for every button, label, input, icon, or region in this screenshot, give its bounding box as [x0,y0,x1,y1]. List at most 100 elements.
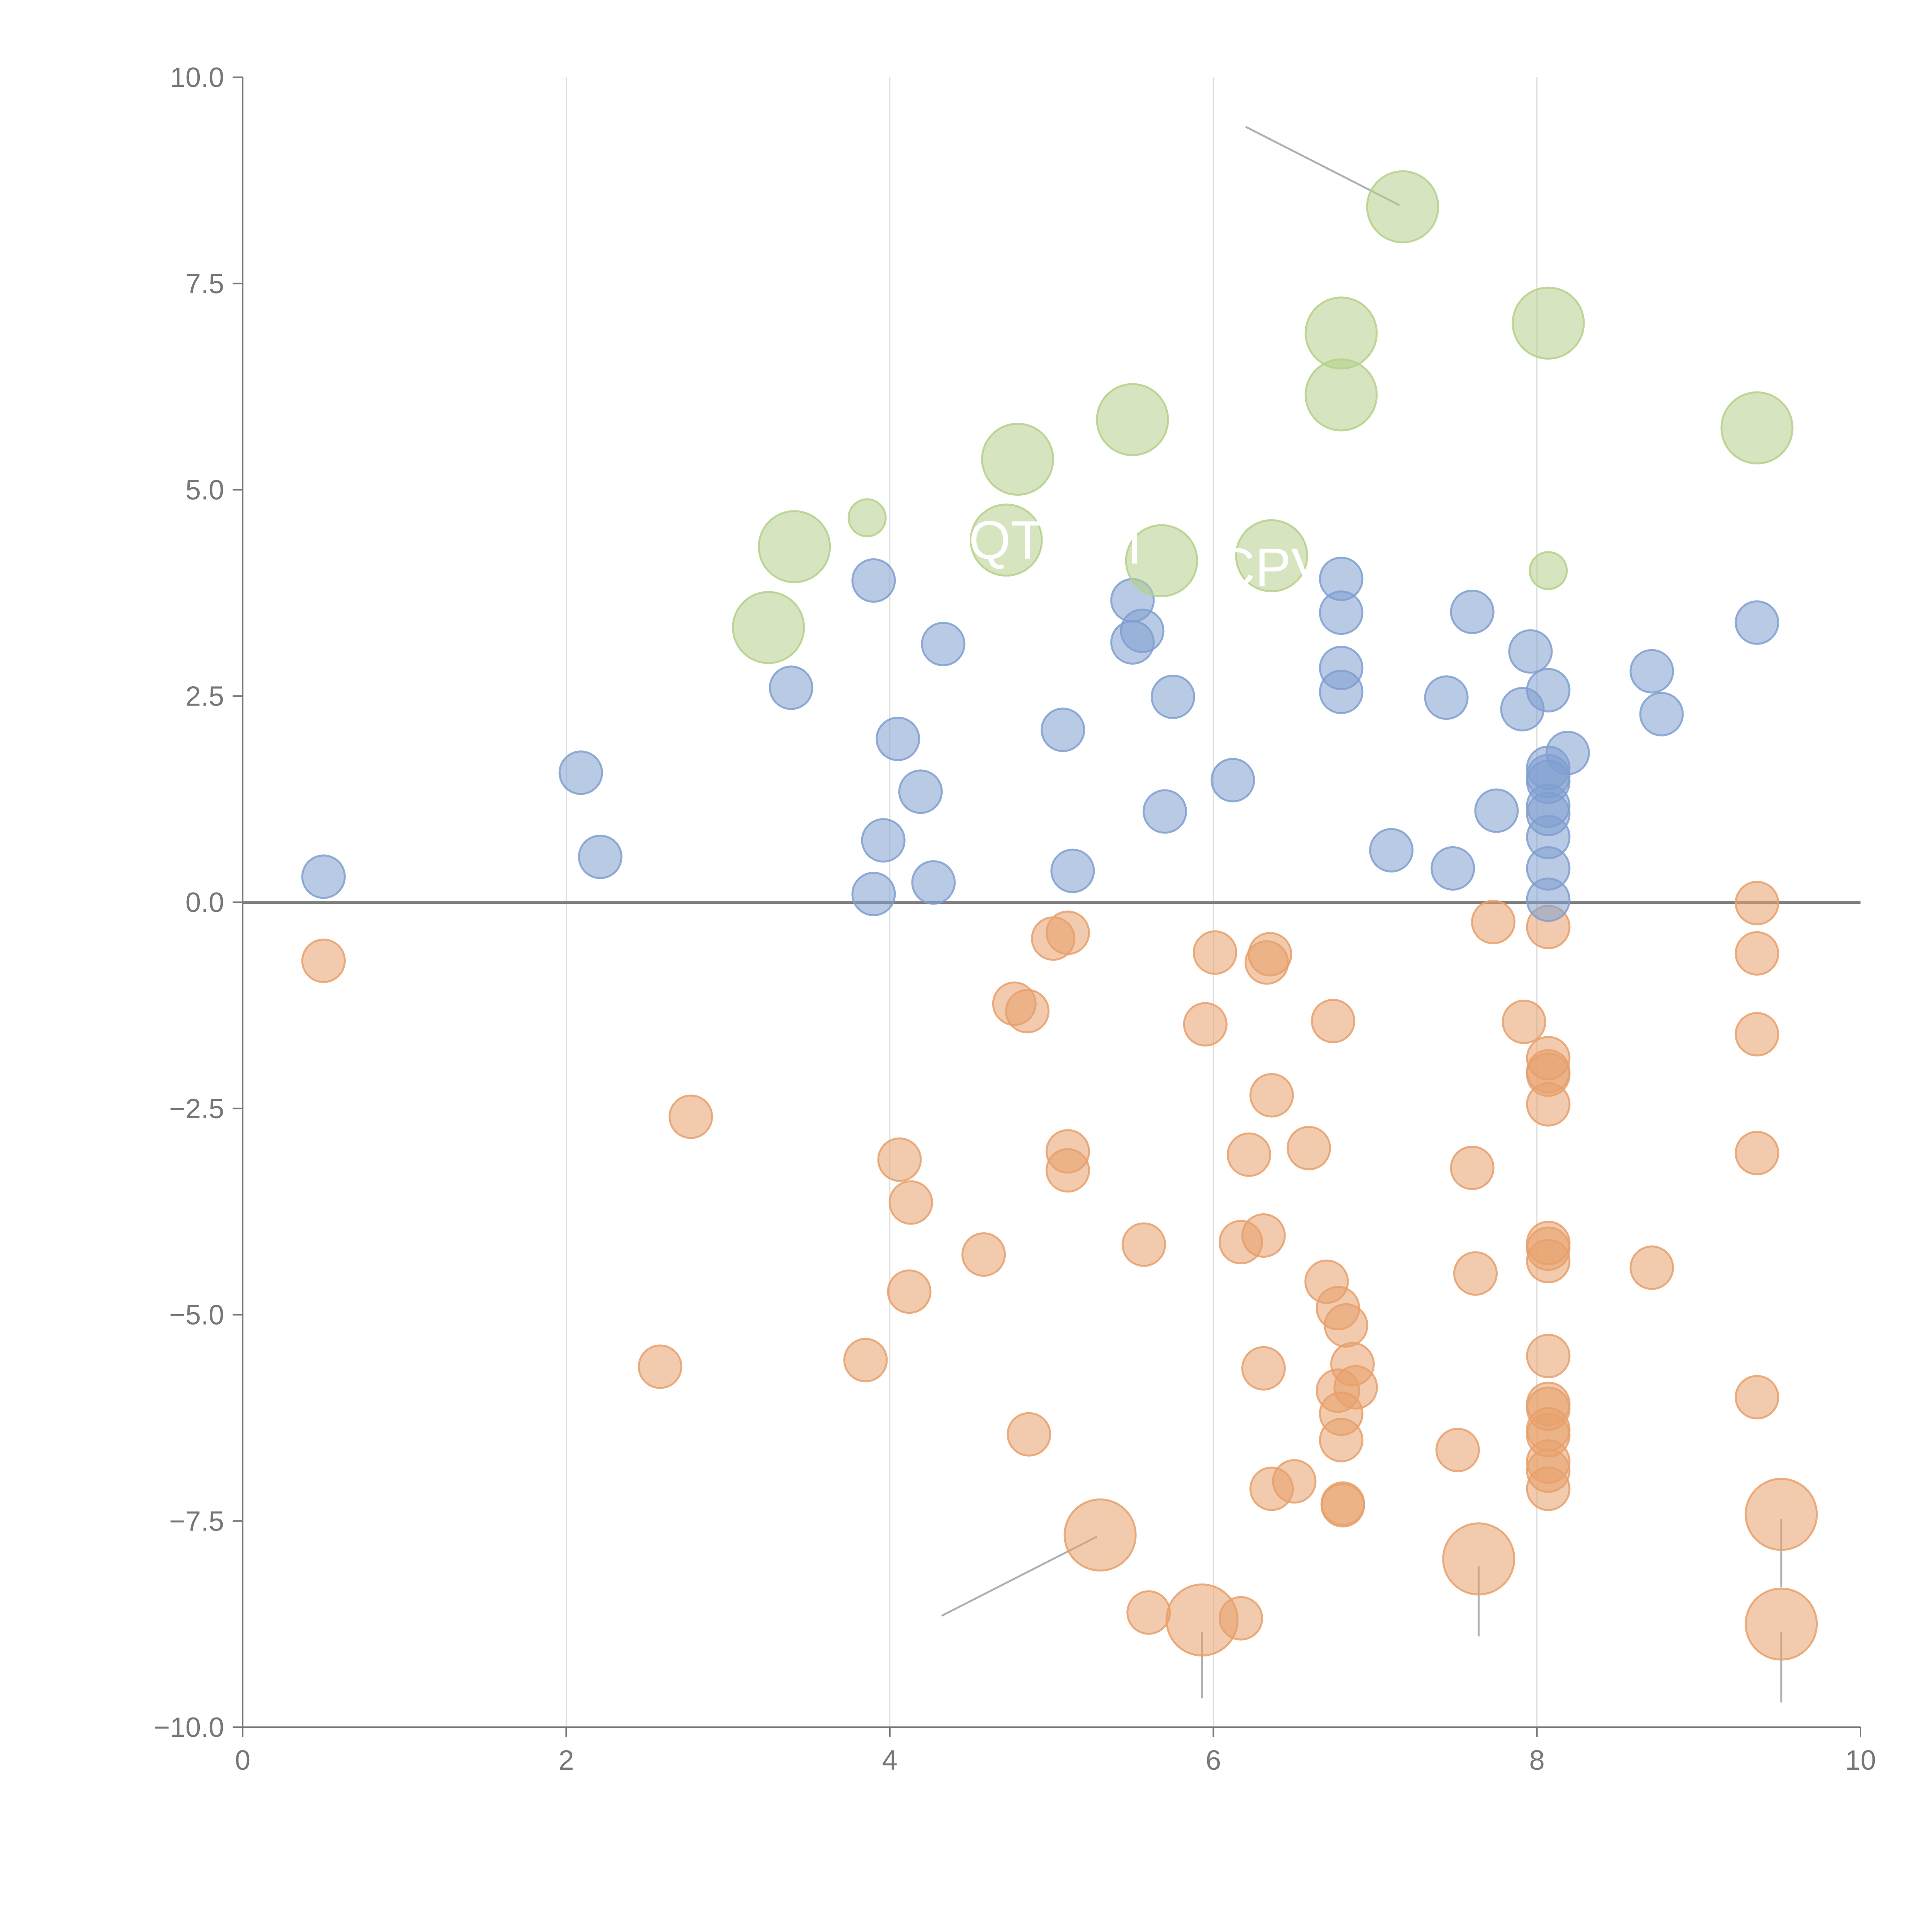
data-point-orange [1735,931,1779,976]
annotation-label: VI [1091,515,1142,575]
data-point-green [732,591,805,664]
y-tick-label: −5.0 [169,1300,224,1331]
data-point-blue [911,860,956,905]
data-point-blue [861,818,906,863]
data-point-blue [1369,828,1414,872]
data-point-orange [1045,910,1090,955]
data-point-orange [1007,1412,1051,1457]
annotation-label: QT [969,510,1044,570]
y-tick-label: 5.0 [185,475,224,506]
data-point-orange [1745,1478,1818,1551]
y-tick-label: −7.5 [169,1506,224,1537]
data-point-orange [301,939,346,983]
data-point-green [1720,391,1794,464]
data-point-orange [1735,1375,1779,1420]
data-point-orange [638,1344,682,1389]
data-point-orange [961,1232,1006,1277]
data-point-orange [1471,900,1516,944]
data-point-blue [1526,878,1571,922]
data-point-orange [1226,1132,1271,1177]
data-point-orange [1324,1303,1369,1348]
data-point-blue [1430,846,1475,891]
data-point-orange [1735,881,1779,925]
x-tick-label: 2 [558,1745,574,1776]
data-point-blue [1319,670,1364,714]
point-layer [301,170,1818,1661]
data-point-blue [1319,590,1364,635]
data-point-blue [1151,674,1196,719]
x-tick-label: 10 [1845,1745,1876,1776]
data-point-orange [1311,998,1355,1043]
data-point-orange [1286,1126,1331,1170]
data-point-orange [1735,1131,1779,1175]
data-point-orange [1320,1483,1365,1528]
data-point-green [1125,524,1198,597]
data-point-blue [1629,649,1674,694]
data-point-blue [876,716,920,761]
data-point-blue [578,835,622,879]
data-point-orange [1045,1148,1090,1193]
data-point-orange [1126,1590,1171,1635]
data-point-blue [1526,668,1571,713]
label-layer: QT VI CPV [969,510,1327,597]
data-point-orange [1502,1000,1546,1044]
data-point-orange [1165,1583,1239,1656]
data-point-orange [1333,1365,1378,1410]
data-point-green [847,498,887,537]
data-point-orange [1526,1239,1571,1284]
data-point-orange [888,1180,933,1225]
data-point-orange [668,1094,713,1139]
data-point-orange [1183,1002,1228,1047]
data-point-orange [1450,1145,1495,1190]
data-point-orange [887,1269,932,1314]
data-point-orange [1629,1245,1674,1290]
data-point-blue [1545,731,1590,776]
y-tick-label: 0.0 [185,887,224,918]
data-point-blue [1143,789,1187,834]
data-point-green [1304,358,1378,432]
data-point-blue [1120,609,1165,653]
data-point-blue [851,558,896,603]
y-tick-label: 7.5 [185,269,224,299]
data-point-blue [1474,788,1519,833]
data-point-orange [1272,1459,1317,1504]
data-point-orange [1063,1498,1137,1572]
data-point-blue [1735,600,1779,645]
data-point-blue [1210,758,1255,803]
data-point-green [1366,170,1439,243]
data-point-orange [1526,1333,1571,1378]
data-point-orange [1745,1587,1818,1661]
data-point-blue [1041,707,1085,752]
data-point-orange [1526,1082,1571,1127]
data-point-orange [1435,1428,1480,1473]
data-point-orange [1249,1073,1294,1118]
data-point-blue [1450,589,1495,634]
data-point-orange [1442,1522,1515,1595]
data-point-orange [1241,1346,1286,1391]
data-point-blue [851,872,896,917]
data-point-blue [301,854,346,899]
data-point-blue [1508,629,1553,674]
x-tick-label: 8 [1529,1745,1545,1776]
annotation-label: CPV [1216,537,1327,597]
data-point-blue [1424,675,1469,720]
data-point-green [758,510,831,583]
data-point-orange [1005,989,1050,1034]
data-point-green [969,503,1043,577]
data-point-green [1512,286,1585,360]
y-tick-label: −10.0 [154,1712,224,1743]
x-tick-label: 0 [235,1745,250,1776]
data-point-green [1304,296,1378,370]
data-point-blue [558,750,603,795]
data-point-orange [1453,1251,1498,1296]
data-point-green [1235,519,1308,592]
y-tick-label: 2.5 [185,681,224,712]
data-point-orange [1319,1418,1364,1463]
data-point-blue [769,665,813,710]
data-point-blue [921,622,966,667]
data-point-orange [1192,930,1237,975]
x-tick-label: 4 [882,1745,898,1776]
data-point-green [981,423,1054,496]
data-point-orange [1248,932,1293,977]
